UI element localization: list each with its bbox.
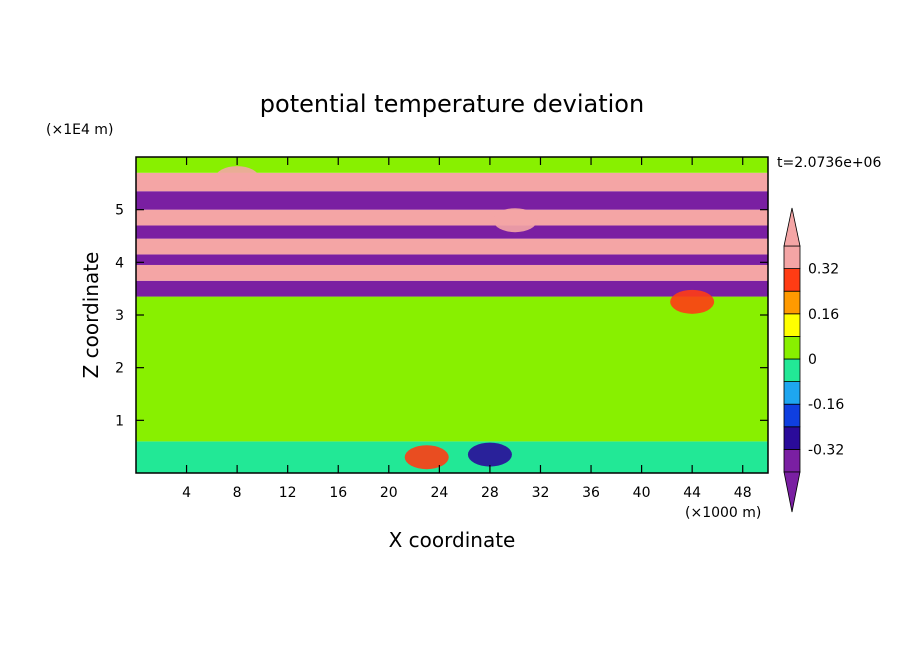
time-label: t=2.0736e+06: [777, 155, 881, 171]
x-tick-label-10: 44: [683, 485, 701, 501]
chart-title: potential temperature deviation: [260, 90, 644, 118]
band-6: [136, 225, 768, 239]
x-tick-label-8: 36: [582, 485, 600, 501]
x-tick-label-9: 40: [633, 485, 651, 501]
colorbar-label-2: 0: [808, 352, 817, 368]
colorbar-swatch-4: [783, 358, 801, 383]
band-0: [136, 441, 768, 473]
y-unit-label: (×1E4 m): [46, 122, 113, 138]
y-tick-label-3: 4: [115, 255, 124, 271]
colorbar-swatch-7: [783, 290, 801, 315]
feature-1: [467, 442, 512, 467]
colorbar-swatch-1: [783, 426, 801, 450]
colorbar-swatch-6: [783, 313, 801, 337]
band-1: [136, 296, 768, 442]
colorbar: 0.32 0.16 0 -0.16 -0.32: [783, 207, 844, 513]
y-axis: 1 2 3 4 5: [115, 203, 768, 429]
feature-2: [215, 166, 260, 191]
feature-0: [404, 445, 449, 470]
band-5: [136, 238, 768, 255]
y-tick-label-1: 2: [115, 361, 124, 377]
colorbar-swatch-0: [783, 448, 801, 473]
band-9: [136, 172, 768, 192]
colorbar-swatch-3: [783, 381, 801, 405]
y-axis-label: Z coordinate: [79, 252, 103, 379]
band-4: [136, 254, 768, 265]
x-axis: 4 8 12 16 20 24 28 32 36 40 44 48: [182, 157, 752, 501]
band-2: [136, 280, 768, 297]
x-unit-label: (×1000 m): [685, 505, 761, 521]
colorbar-swatch-9: [783, 245, 801, 270]
x-tick-label-11: 48: [734, 485, 752, 501]
colorbar-label-1: 0.16: [808, 307, 839, 323]
band-7: [136, 209, 768, 226]
y-tick-label-2: 3: [115, 308, 124, 324]
y-tick-label-0: 1: [115, 413, 124, 429]
x-tick-label-5: 24: [430, 485, 448, 501]
feature-3: [493, 208, 538, 233]
y-tick-label-4: 5: [115, 203, 124, 219]
x-tick-label-2: 12: [279, 485, 297, 501]
band-3: [136, 264, 768, 281]
x-tick-label-7: 32: [532, 485, 550, 501]
colorbar-swatch-5: [783, 335, 801, 360]
feature-4: [670, 289, 715, 314]
colorbar-label-0: 0.32: [808, 262, 839, 278]
x-tick-label-6: 28: [481, 485, 499, 501]
x-tick-label-4: 20: [380, 485, 398, 501]
colorbar-over-arrow: [783, 207, 801, 247]
band-8: [136, 191, 768, 210]
colorbar-label-4: -0.32: [808, 442, 844, 458]
x-axis-label: X coordinate: [389, 528, 516, 552]
plot-area: [135, 156, 769, 474]
band-10: [136, 157, 768, 173]
colorbar-swatch-8: [783, 268, 801, 292]
colorbar-swatch-2: [783, 403, 801, 428]
x-tick-label-0: 4: [182, 485, 191, 501]
x-tick-label-1: 8: [233, 485, 242, 501]
colorbar-under-arrow: [783, 471, 801, 513]
x-tick-label-3: 16: [329, 485, 347, 501]
colorbar-label-3: -0.16: [808, 397, 844, 413]
